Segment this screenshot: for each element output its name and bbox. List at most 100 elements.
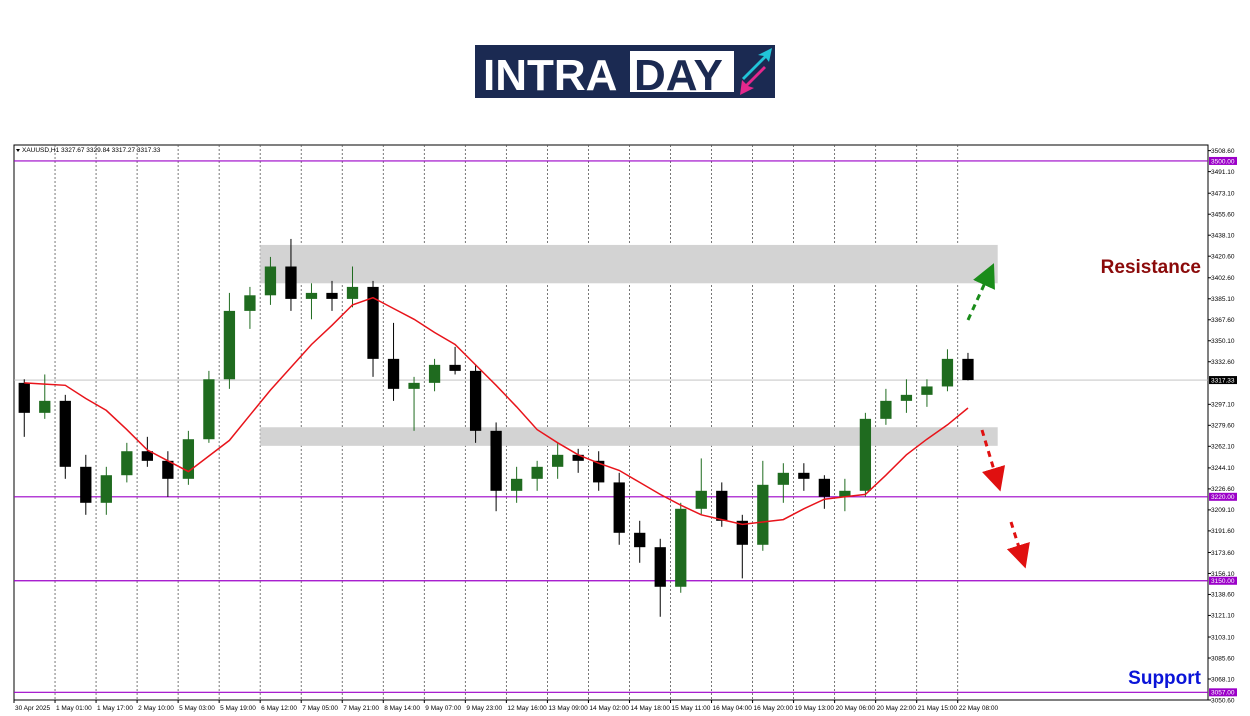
candle-body (346, 286, 359, 299)
candle-body (880, 400, 892, 419)
chart-header: XAUUSD,H1 3327.67 3329.84 3317.27 3317.3… (22, 147, 161, 154)
candle-body (141, 451, 153, 461)
candles (18, 238, 974, 617)
level-label: 3220.00 (1211, 494, 1235, 501)
y-tick-label: 3138.60 (1211, 592, 1235, 599)
candle-body (59, 400, 71, 467)
y-tick-label: 3508.60 (1211, 148, 1235, 155)
candle-body (39, 400, 51, 413)
logo-right: DAY (634, 51, 723, 100)
y-tick-label: 3068.10 (1211, 676, 1235, 683)
y-tick-label: 3420.60 (1211, 253, 1235, 260)
candle-body (531, 466, 543, 479)
y-tick-label: 3297.10 (1211, 402, 1235, 409)
y-tick-label: 3121.10 (1211, 613, 1235, 620)
bullish-arrow (966, 263, 995, 321)
y-tick-label: 3226.60 (1211, 486, 1235, 493)
x-tick-label: 5 May 03:00 (179, 705, 215, 712)
logo-left: INTRA (483, 51, 617, 100)
y-tick-label: 3367.60 (1211, 317, 1235, 324)
candle-body (428, 364, 441, 383)
x-tick-label: 1 May 01:00 (56, 705, 92, 712)
x-tick-label: 30 Apr 2025 (15, 705, 50, 712)
x-tick-label: 8 May 14:00 (384, 705, 420, 712)
header-icon (16, 149, 20, 152)
candle-body (285, 266, 297, 299)
current-price-label: 3317.33 (1211, 377, 1235, 384)
candle-body (80, 466, 92, 503)
candle-body (552, 454, 564, 467)
candle-body (162, 460, 174, 479)
candle-body (777, 472, 789, 485)
bearish-arrow (980, 429, 1006, 492)
candle-body (182, 439, 195, 479)
x-tick-label: 14 May 02:00 (589, 705, 629, 712)
x-tick-label: 7 May 21:00 (343, 705, 379, 712)
y-tick-label: 3385.10 (1211, 296, 1235, 303)
zone (260, 427, 998, 446)
candle-body (244, 295, 256, 311)
candle-body (900, 394, 913, 401)
x-tick-label: 14 May 18:00 (630, 705, 670, 712)
x-tick-label: 20 May 22:00 (877, 705, 917, 712)
y-tick-label: 3050.60 (1211, 697, 1235, 704)
level-tag (1209, 492, 1237, 501)
zones (260, 244, 998, 446)
x-tick-label: 12 May 16:00 (507, 705, 547, 712)
support-label: Support (1128, 668, 1201, 689)
y-tick-label: 3244.10 (1211, 465, 1235, 472)
level-tag (1209, 688, 1237, 697)
level-tag (1209, 576, 1237, 585)
x-tick-label: 21 May 15:00 (918, 705, 958, 712)
x-tick-label: 19 May 13:00 (795, 705, 835, 712)
candle-body (736, 520, 748, 545)
y-tick-label: 3473.10 (1211, 191, 1235, 198)
x-tick-label: 1 May 17:00 (97, 705, 133, 712)
levels (14, 160, 1208, 693)
y-tick-label: 3103.10 (1211, 634, 1235, 641)
candle-body (510, 478, 523, 491)
level-label: 3057.00 (1211, 690, 1235, 697)
candle-body (839, 490, 851, 497)
y-tick-label: 3491.10 (1211, 169, 1235, 176)
candle-body (305, 292, 318, 299)
candle-body (223, 310, 236, 380)
candle-body (654, 547, 666, 587)
y-tick-label: 3350.10 (1211, 338, 1235, 345)
level-tag (1209, 156, 1237, 165)
x-tick-label: 6 May 12:00 (261, 705, 297, 712)
candle-body (121, 451, 133, 476)
candle-body (757, 484, 769, 545)
y-tick-label: 3209.10 (1211, 507, 1235, 514)
x-tick-label: 5 May 19:00 (220, 705, 256, 712)
y-tick-label: 3438.10 (1211, 233, 1235, 240)
level-label: 3150.00 (1211, 578, 1235, 585)
candle-body (675, 508, 687, 587)
candle-body (716, 490, 728, 521)
candle-body (490, 430, 502, 491)
logo: INTRA DAY (475, 45, 775, 100)
logo-arrow-down (740, 66, 766, 95)
x-tick-label: 15 May 11:00 (671, 705, 710, 712)
candle-body (593, 460, 605, 483)
candle-body (921, 386, 933, 395)
level-label: 3500.00 (1211, 158, 1235, 165)
axis: 3508.60 3491.10 3473.10 3455.60 3438.10 3420.… (13, 148, 1237, 712)
y-tick-label: 3455.60 (1211, 212, 1235, 219)
candle-body (818, 478, 831, 497)
candle-body (449, 364, 461, 371)
candle-body (941, 358, 954, 387)
candle-body (634, 532, 646, 548)
logo-arrow-up (742, 48, 772, 80)
y-tick-label: 3085.60 (1211, 655, 1235, 662)
grid (54, 145, 959, 700)
current-price-tag (1209, 376, 1237, 385)
candle-body (613, 482, 625, 533)
zone (260, 244, 998, 284)
logo-box (630, 51, 734, 92)
x-tick-label: 2 May 10:00 (138, 705, 174, 712)
resistance-label: Resistance (1101, 257, 1201, 278)
candle-body (203, 379, 215, 440)
candle-body (367, 286, 379, 359)
